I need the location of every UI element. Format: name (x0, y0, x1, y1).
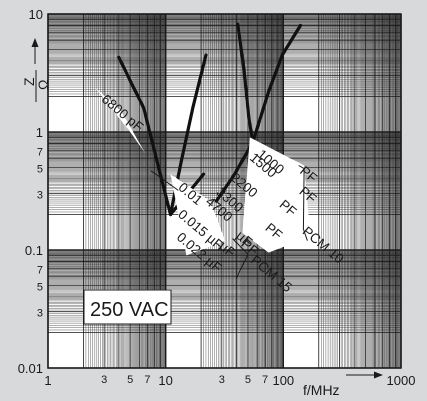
voltage-label: 250 VAC (90, 299, 169, 321)
voltage-label-box (83, 289, 172, 325)
pcm15-bracket (232, 238, 249, 279)
x-tick-label: 7 (144, 374, 150, 386)
y-tick-label: 5 (37, 164, 43, 176)
y-tick-label: 5 (37, 282, 43, 294)
x-tick-label: 100 (272, 373, 294, 388)
y-axis-label-ohm: Ω (35, 80, 51, 90)
label-band-pf (242, 137, 311, 253)
y-tick-label: 3 (37, 190, 43, 202)
x-tick-label: 10 (158, 373, 172, 388)
y-tick-label: 0.1 (25, 243, 43, 258)
y-tick-label: 1 (36, 125, 43, 140)
x-tick-label: 7 (262, 374, 268, 386)
x-tick-label: 3 (101, 374, 107, 386)
y-tick-label: 10 (29, 7, 43, 22)
label-brackets (94, 87, 311, 279)
series-line-c1000p_ind (214, 140, 255, 203)
x-tick-label: 1 (44, 373, 51, 388)
x-tick-label: 1000 (387, 373, 416, 388)
series-line-c6800p_left (117, 55, 173, 217)
grid (47, 13, 402, 369)
x-tick-label: 3 (219, 374, 225, 386)
label-band-small-uf (170, 174, 226, 256)
y-axis-arrow-head (31, 38, 39, 47)
pcm10-bracket (298, 165, 308, 241)
label-leader-6800pf (150, 170, 179, 191)
y-axis-label-z: Z (21, 77, 37, 86)
y-tick-label: 0.01 (18, 361, 43, 376)
x-tick-label: 5 (127, 374, 133, 386)
x-tick-label: 5 (245, 374, 251, 386)
y-tick-label: 7 (37, 146, 43, 158)
annotations: 6800 pF0.010.015 µF0.022 µF4700330022001… (99, 91, 347, 295)
series-line-c1000p_left (236, 22, 255, 144)
plot-frame (47, 13, 402, 369)
y-tick-label: 3 (37, 308, 43, 320)
x-axis-label: f/MHz (303, 382, 340, 398)
series-line-c1000p_right (251, 23, 303, 144)
x-axis-arrow-head (374, 371, 383, 379)
y-tick-label: 7 (37, 264, 43, 276)
